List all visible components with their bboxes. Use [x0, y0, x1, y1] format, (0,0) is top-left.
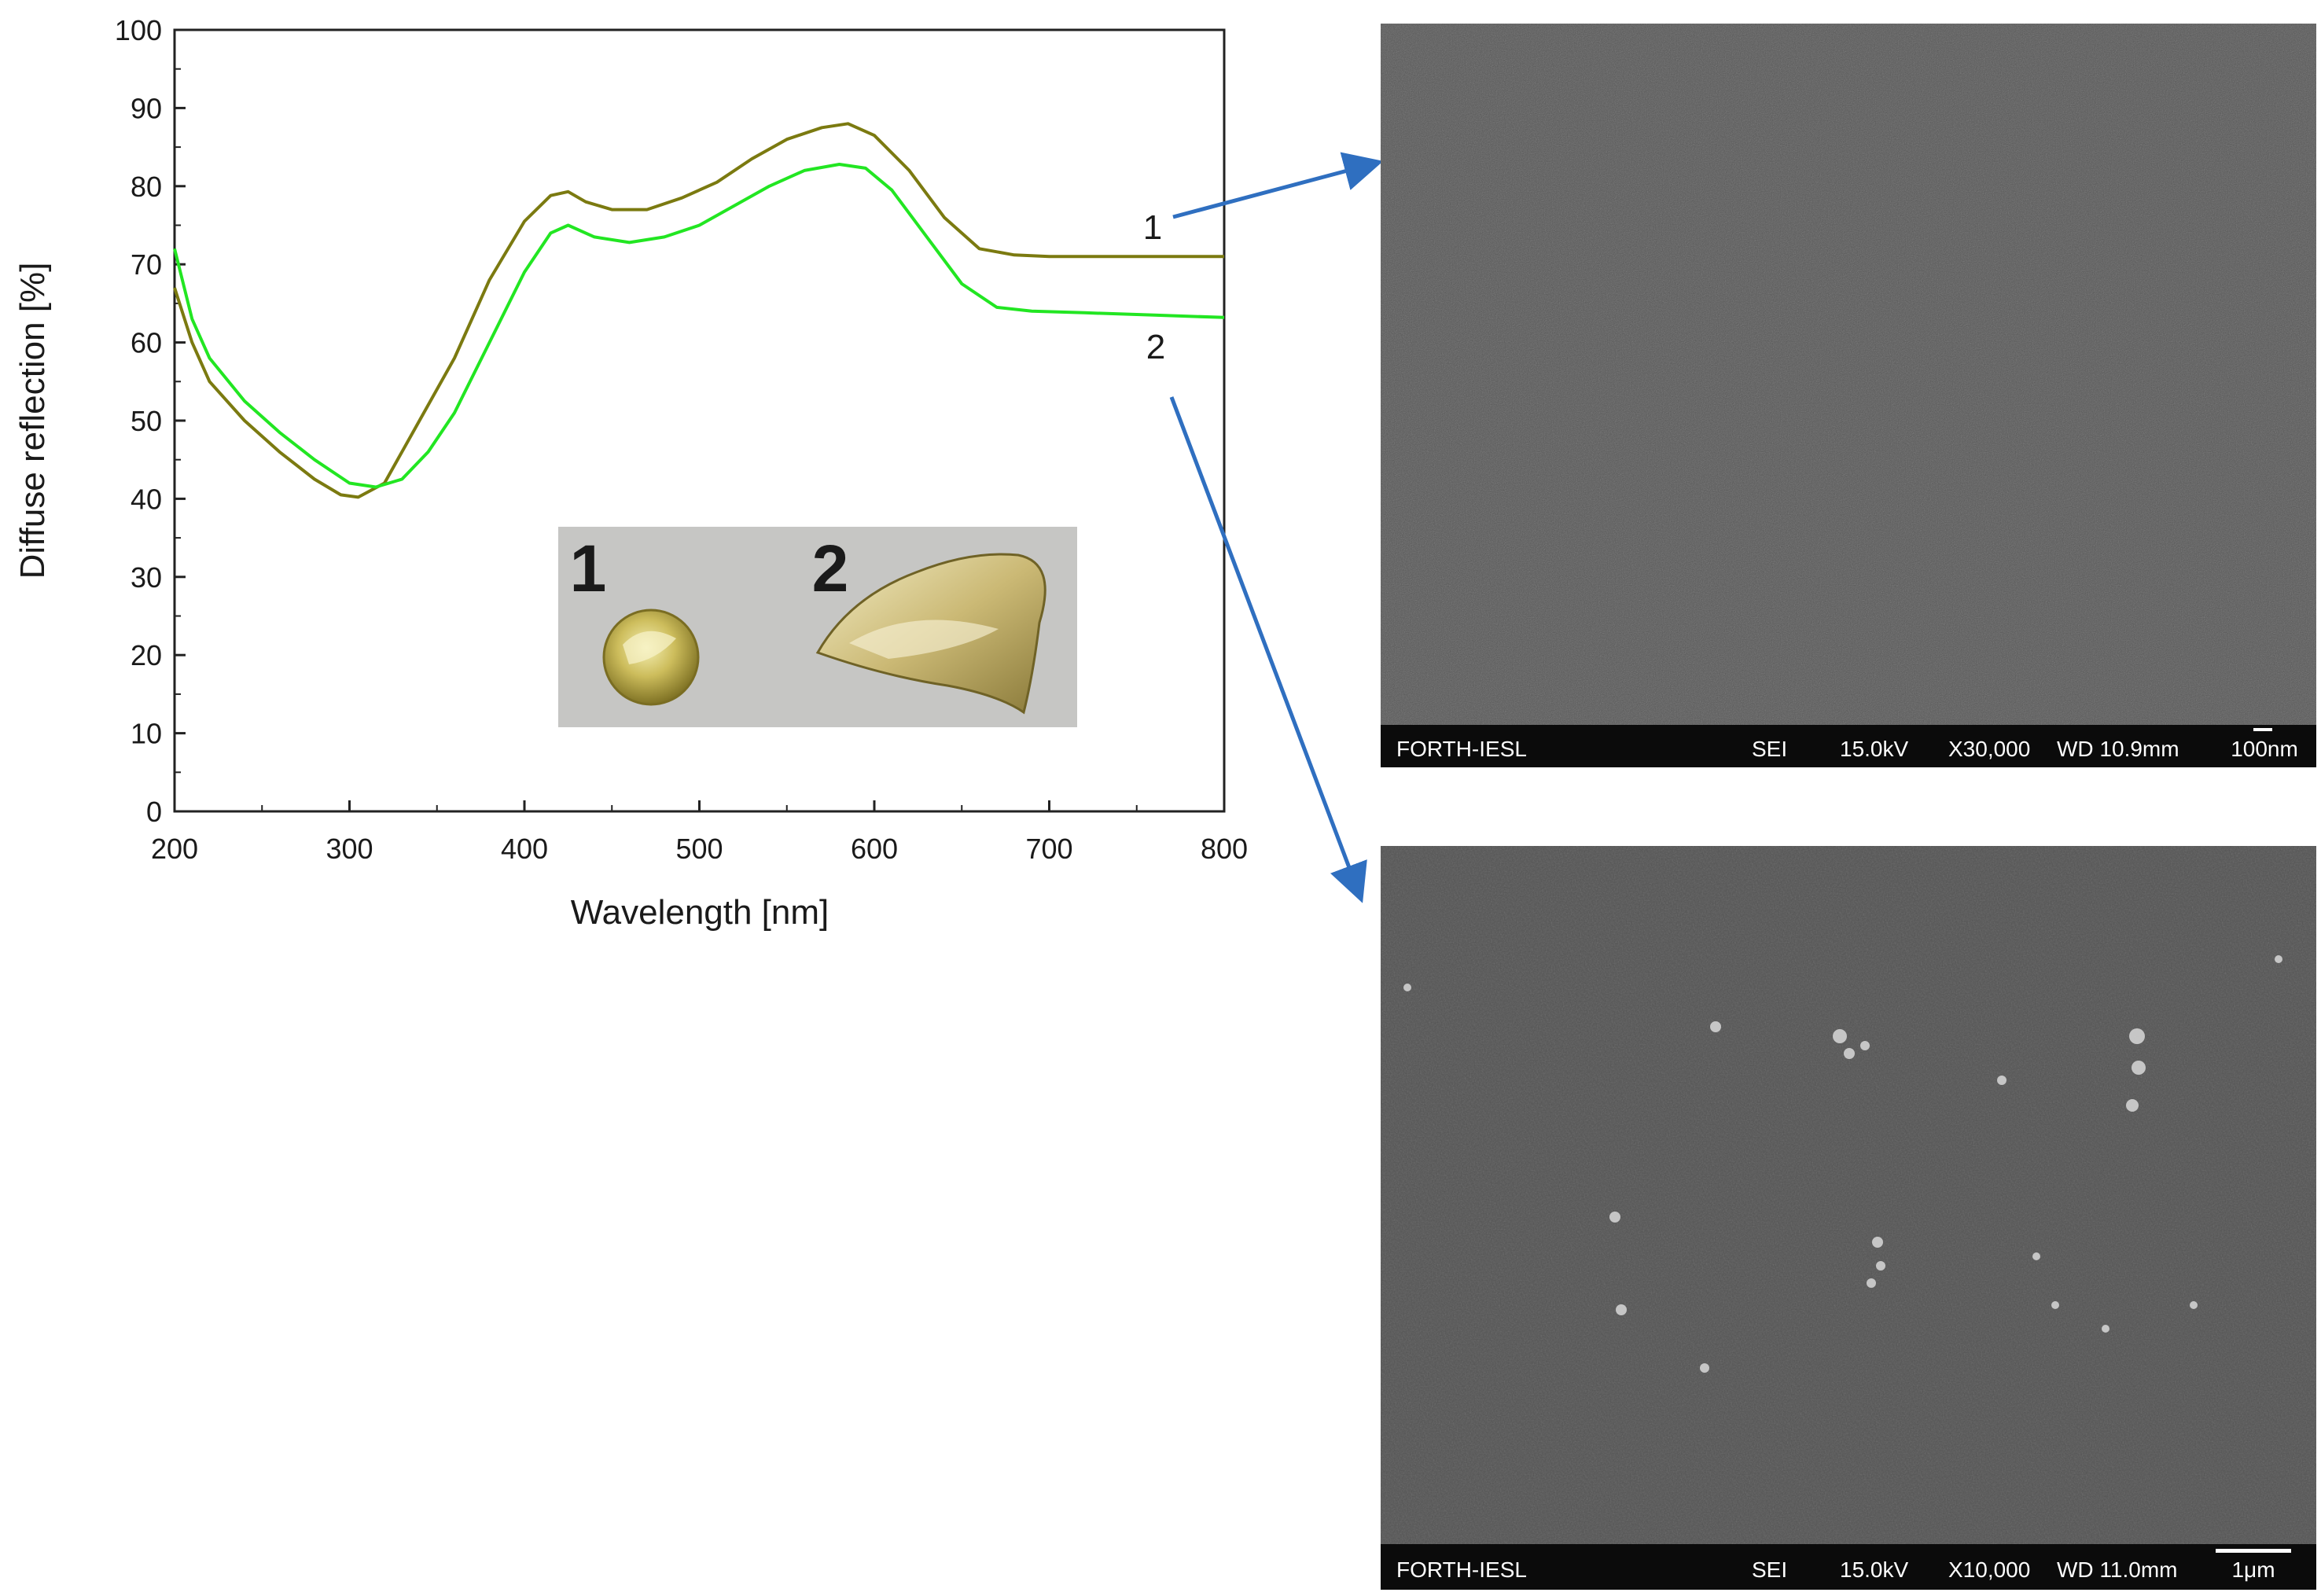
sem-particle — [1833, 1029, 1847, 1043]
sem-image-2-info-bar — [1381, 1544, 2316, 1590]
y-tick-label: 60 — [131, 327, 162, 359]
sem-particle — [2051, 1301, 2059, 1309]
sem-particle — [2190, 1301, 2198, 1309]
x-axis-ticks: 200 300 400 500 600 700 800 — [151, 800, 1248, 865]
sem-particle — [1997, 1076, 2007, 1085]
sem-1-voltage: 15.0kV — [1840, 737, 1908, 761]
sample-1-highlight — [623, 631, 676, 664]
x-axis-label: Wavelength [nm] — [571, 893, 829, 932]
curve-label-2: 2 — [1146, 328, 1165, 366]
y-tick-label: 30 — [131, 561, 162, 594]
x-tick-label: 500 — [675, 833, 723, 865]
y-axis-label: Diffuse reflection [%] — [13, 263, 52, 579]
sem-particle — [1700, 1363, 1709, 1373]
sem-particle — [1867, 1278, 1876, 1288]
sem-particle — [2129, 1028, 2145, 1044]
curve-label-1: 1 — [1143, 208, 1162, 247]
sem-2-voltage: 15.0kV — [1840, 1557, 1908, 1582]
sem-particle — [1403, 984, 1411, 991]
sem-image-2-particles — [1403, 955, 2282, 1373]
sem-2-magnification: X10,000 — [1948, 1557, 2030, 1582]
x-tick-label: 600 — [851, 833, 898, 865]
sem-image-1-texture — [1381, 24, 2316, 725]
sample-photo-inset: 1 2 — [558, 527, 1077, 727]
series-layer — [173, 122, 1225, 499]
y-tick-label: 70 — [131, 248, 162, 281]
sem-1-wd: WD 10.9mm — [2057, 737, 2179, 761]
sample-2-facet — [849, 620, 999, 659]
sem-particle — [1609, 1212, 1620, 1223]
sem-1-lab: FORTH-IESL — [1396, 737, 1527, 761]
sem-2-scale: 1μm — [2231, 1557, 2275, 1582]
x-tick-label: 300 — [326, 833, 373, 865]
inset-label-1: 1 — [570, 531, 607, 605]
sem-particle — [1616, 1304, 1627, 1315]
y-tick-label: 80 — [131, 171, 162, 203]
y-tick-label: 0 — [146, 796, 162, 828]
y-tick-label: 100 — [115, 14, 162, 46]
sem-1-scale-bar — [2253, 728, 2272, 731]
y-tick-label: 40 — [131, 483, 162, 515]
arrow-to-sem-2 — [1169, 396, 1367, 903]
sem-particle — [1876, 1261, 1885, 1271]
y-tick-label: 90 — [131, 92, 162, 124]
series-line-2 — [173, 163, 1225, 489]
sem-particle — [2032, 1252, 2040, 1260]
y-tick-label: 50 — [131, 405, 162, 437]
y-axis-ticks: 0 10 20 30 40 50 60 70 80 90 100 — [115, 14, 186, 828]
sem-image-1: FORTH-IESL SEI 15.0kV X30,000 WD 10.9mm … — [1381, 24, 2316, 767]
sem-particle — [2102, 1325, 2109, 1333]
x-tick-label: 800 — [1201, 833, 1248, 865]
arrow-to-sem-1 — [1172, 152, 1384, 219]
x-tick-label: 700 — [1025, 833, 1072, 865]
sem-particle — [2275, 955, 2282, 963]
sem-2-scale-bar — [2216, 1549, 2291, 1553]
sem-particle — [2132, 1061, 2146, 1075]
x-tick-label: 400 — [501, 833, 548, 865]
sem-image-2: FORTH-IESL SEI 15.0kV X10,000 WD 11.0mm … — [1381, 846, 2316, 1590]
series-line-1 — [173, 122, 1224, 499]
sem-1-scale: 100nm — [2231, 737, 2298, 761]
sem-particle — [1860, 1041, 1870, 1050]
sem-2-lab: FORTH-IESL — [1396, 1557, 1527, 1582]
inset-label-2: 2 — [812, 531, 849, 605]
sem-1-magnification: X30,000 — [1948, 737, 2030, 761]
sem-particle — [1710, 1021, 1721, 1032]
sem-image-2-texture — [1381, 846, 2316, 1544]
sem-2-mode: SEI — [1752, 1557, 1787, 1582]
reflection-chart: 0 10 20 30 40 50 60 70 80 90 100 200 300 400 500 600 70… — [13, 14, 1248, 932]
sem-image-1-info-bar — [1381, 725, 2316, 767]
sem-2-wd: WD 11.0mm — [2057, 1557, 2178, 1582]
sem-particle — [1872, 1237, 1883, 1248]
y-tick-label: 10 — [131, 718, 162, 750]
sem-1-mode: SEI — [1752, 737, 1787, 761]
y-tick-label: 20 — [131, 639, 162, 671]
sem-particle — [1844, 1048, 1855, 1059]
x-tick-label: 200 — [151, 833, 198, 865]
sem-particle — [2126, 1099, 2139, 1112]
